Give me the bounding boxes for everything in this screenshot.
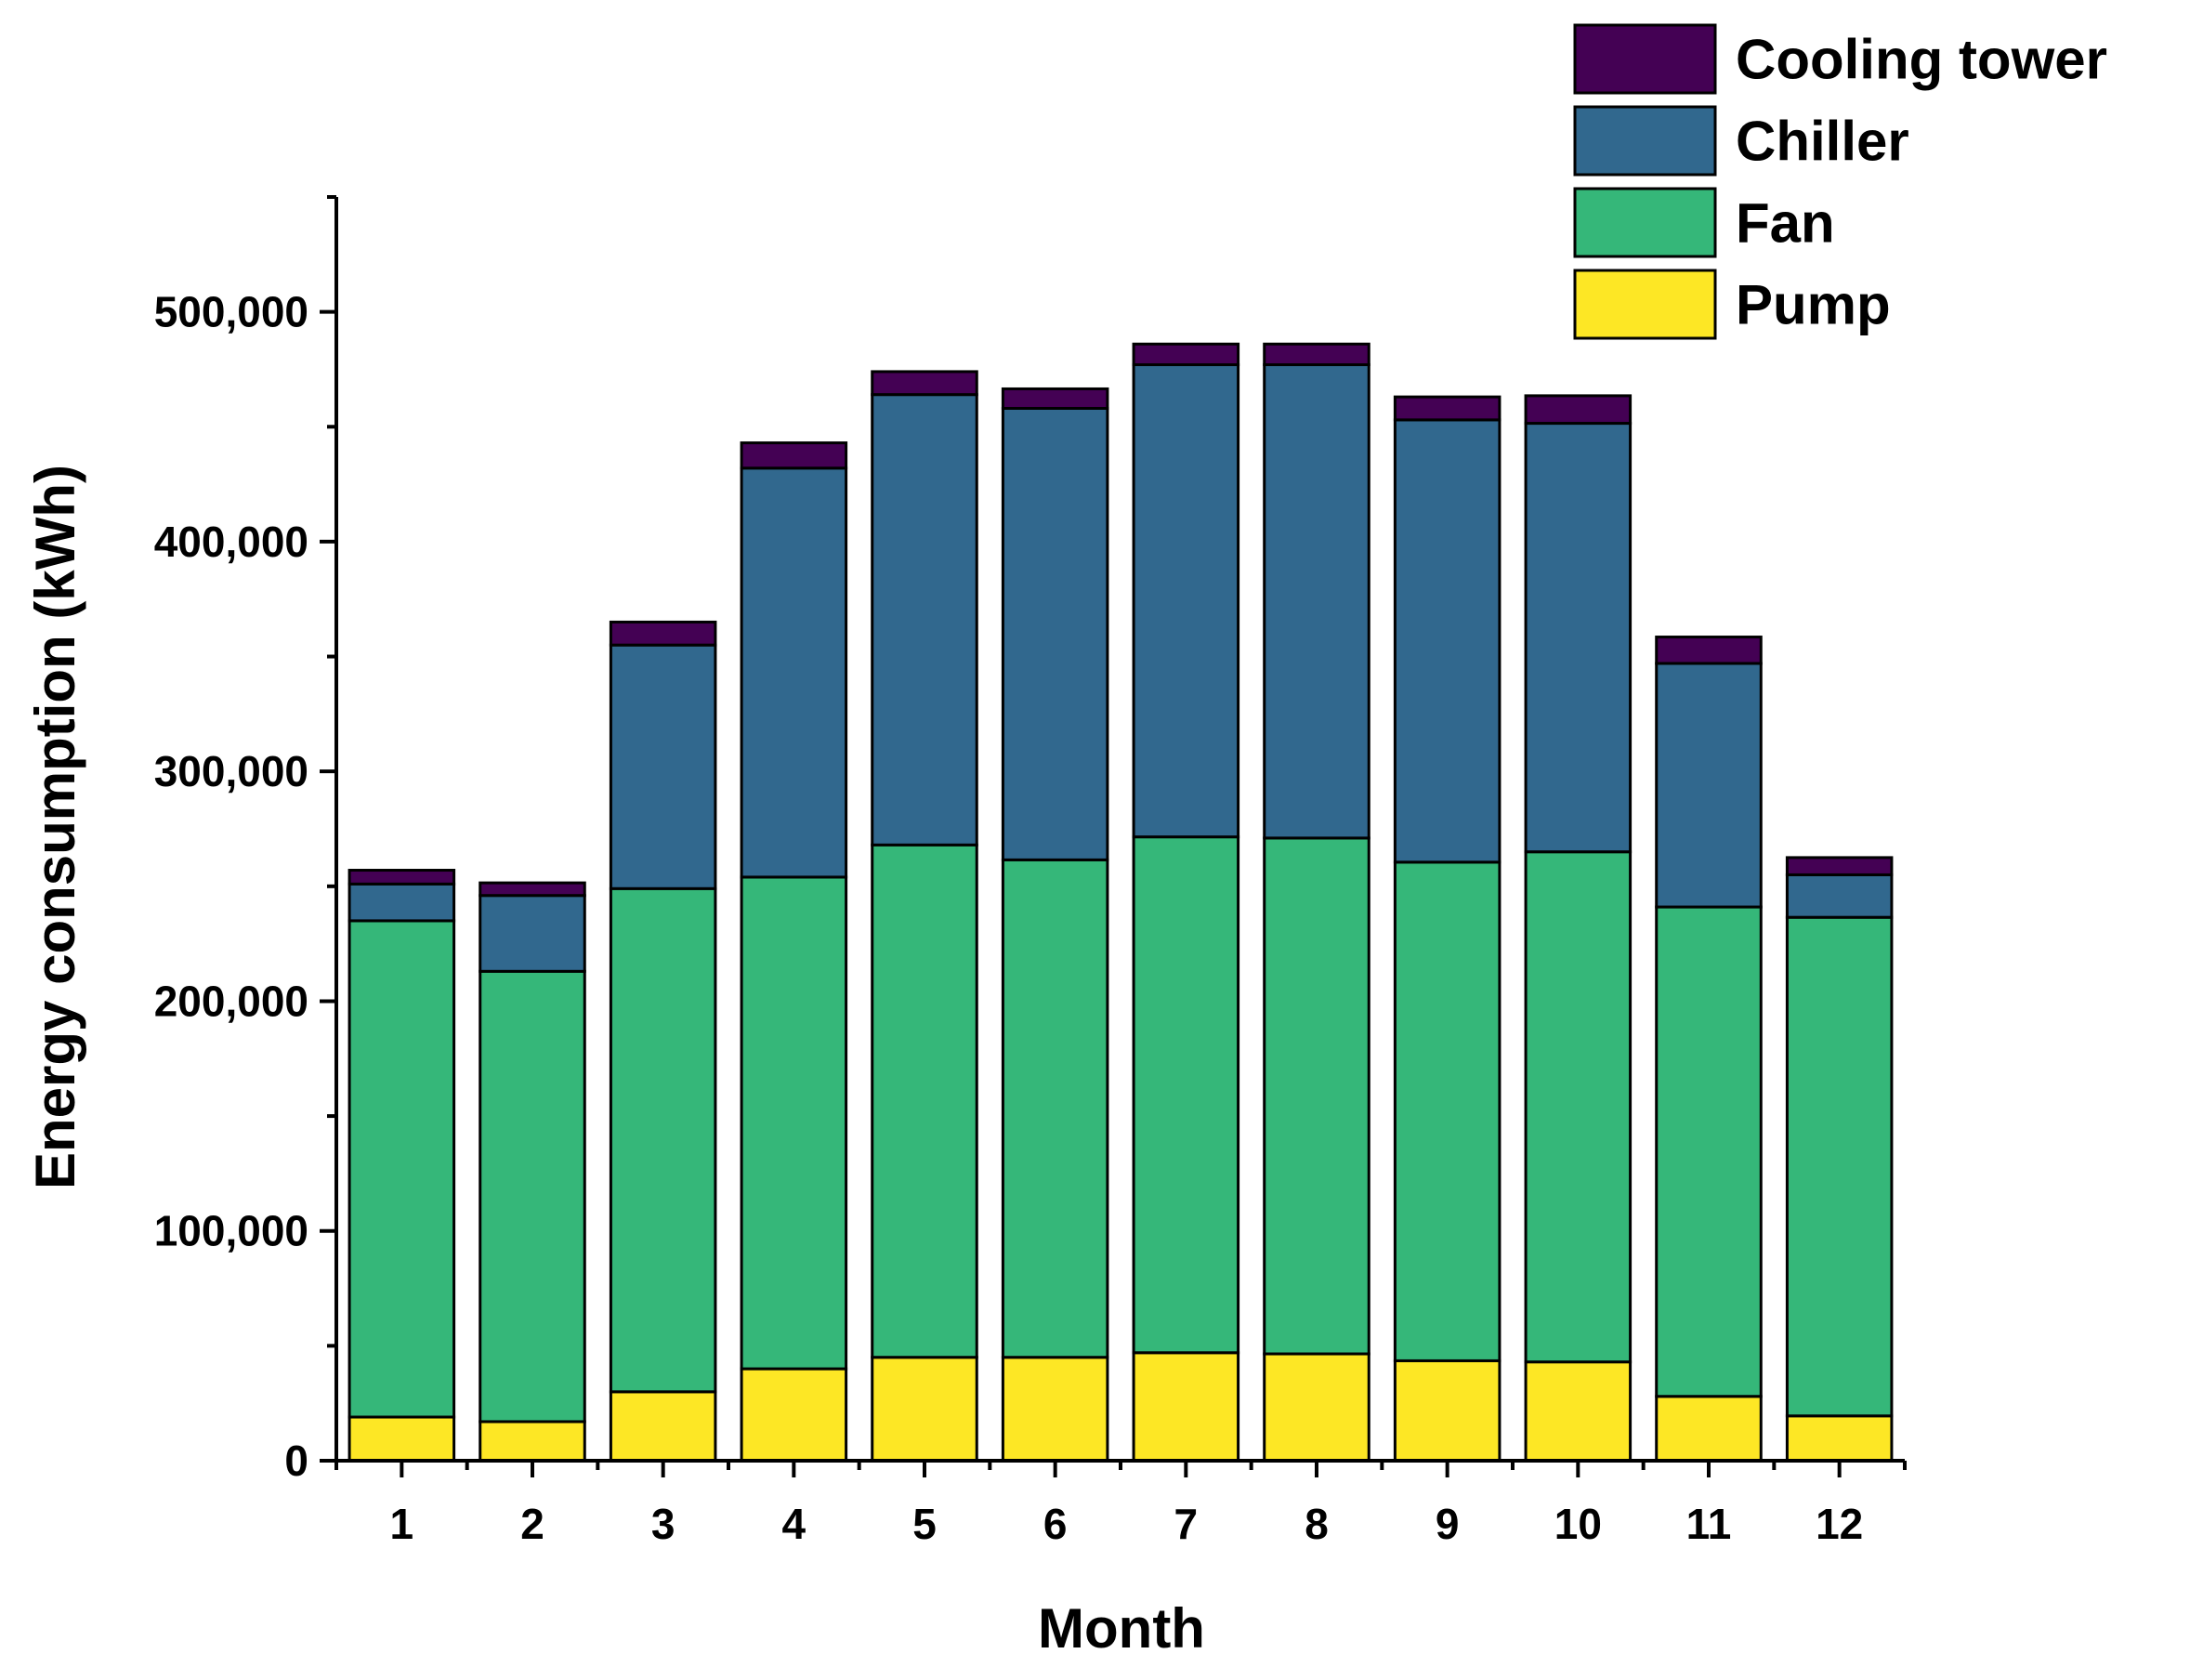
- x-axis-title: Month: [1038, 1597, 1205, 1660]
- bar-pump-month-4: [740, 1367, 848, 1463]
- y-tick-label-400000: 400,000: [154, 518, 308, 566]
- bar-cooling-tower-month-7: [1132, 342, 1240, 366]
- legend-label-chiller: Chiller: [1736, 111, 1909, 173]
- bar-chiller-month-1: [348, 882, 456, 923]
- y-tick-label-300000: 300,000: [154, 747, 308, 795]
- x-tick-label-7: 7: [1174, 1500, 1199, 1548]
- y-tick-label-500000: 500,000: [154, 288, 308, 336]
- bar-chiller-month-9: [1393, 418, 1502, 864]
- x-tick-label-9: 9: [1436, 1500, 1460, 1548]
- bar-chiller-month-10: [1524, 422, 1633, 854]
- bar-fan-month-3: [609, 886, 717, 1394]
- legend-label-fan: Fan: [1736, 192, 1835, 255]
- bar-pump-month-11: [1655, 1395, 1763, 1463]
- y-tick-label-0: 0: [284, 1437, 308, 1485]
- bar-cooling-tower-month-5: [871, 370, 978, 397]
- legend-swatch-chiller: [1573, 105, 1717, 177]
- legend: Cooling tower Chiller Fan Pump: [1573, 23, 2107, 340]
- bar-cooling-tower-month-9: [1393, 395, 1502, 422]
- x-tick-label-8: 8: [1305, 1500, 1329, 1548]
- legend-label-cooling-tower: Cooling tower: [1736, 29, 2107, 91]
- bar-cooling-tower-month-11: [1655, 636, 1763, 665]
- bar-fan-month-7: [1132, 835, 1240, 1355]
- x-tick-label-3: 3: [651, 1500, 675, 1548]
- bar-chiller-month-11: [1655, 662, 1763, 909]
- bar-fan-month-9: [1393, 860, 1502, 1362]
- bar-pump-month-7: [1132, 1351, 1240, 1463]
- bar-pump-month-9: [1393, 1358, 1502, 1463]
- bar-fan-month-2: [479, 969, 586, 1424]
- x-tick-label-6: 6: [1043, 1500, 1068, 1548]
- bar-pump-month-1: [348, 1415, 456, 1463]
- bar-fan-month-10: [1524, 850, 1633, 1364]
- bar-chiller-month-2: [479, 894, 586, 973]
- bar-pump-month-8: [1263, 1352, 1370, 1463]
- bar-chiller-month-6: [1001, 406, 1109, 861]
- y-tick-label-200000: 200,000: [154, 977, 308, 1025]
- bar-pump-month-5: [871, 1356, 978, 1463]
- bar-fan-month-12: [1785, 915, 1894, 1418]
- x-tick-label-5: 5: [912, 1500, 937, 1548]
- x-tick-label-10: 10: [1554, 1500, 1602, 1548]
- y-tick-label-100000: 100,000: [154, 1207, 308, 1255]
- x-tick-label-1: 1: [390, 1500, 414, 1548]
- legend-swatch-cooling-tower: [1573, 23, 1717, 95]
- bar-cooling-tower-month-3: [609, 620, 717, 647]
- bar-cooling-tower-month-2: [479, 881, 586, 898]
- bar-fan-month-4: [740, 875, 848, 1371]
- bar-chiller-month-12: [1785, 873, 1894, 919]
- bar-fan-month-1: [348, 919, 456, 1419]
- bar-pump-month-6: [1001, 1356, 1109, 1463]
- bars-layer: [348, 342, 1894, 1463]
- bar-cooling-tower-month-6: [1001, 387, 1109, 410]
- legend-swatch-pump: [1573, 269, 1717, 340]
- bar-pump-month-3: [609, 1390, 717, 1463]
- bar-cooling-tower-month-4: [740, 441, 848, 470]
- bar-pump-month-10: [1524, 1360, 1633, 1463]
- bar-cooling-tower-month-12: [1785, 856, 1894, 876]
- bar-pump-month-2: [479, 1420, 586, 1463]
- bar-cooling-tower-month-8: [1263, 342, 1370, 366]
- legend-label-pump: Pump: [1736, 274, 1891, 336]
- bar-cooling-tower-month-10: [1524, 394, 1633, 426]
- bar-cooling-tower-month-1: [348, 869, 456, 886]
- x-tick-label-11: 11: [1686, 1500, 1732, 1548]
- bar-chiller-month-4: [740, 466, 848, 879]
- x-tick-label-12: 12: [1816, 1500, 1863, 1548]
- y-axis-title: Energy consumption (kWh): [24, 465, 86, 1189]
- legend-swatch-fan: [1573, 187, 1717, 258]
- bar-fan-month-6: [1001, 858, 1109, 1359]
- bar-fan-month-8: [1263, 836, 1370, 1356]
- bar-chiller-month-8: [1263, 363, 1370, 840]
- bar-chiller-month-7: [1132, 363, 1240, 839]
- bar-chiller-month-5: [871, 393, 978, 847]
- x-tick-label-4: 4: [782, 1500, 806, 1548]
- bar-chiller-month-3: [609, 643, 717, 890]
- bar-pump-month-12: [1785, 1414, 1894, 1463]
- x-tick-label-2: 2: [520, 1500, 544, 1548]
- bar-fan-month-11: [1655, 905, 1763, 1398]
- bar-fan-month-5: [871, 843, 978, 1359]
